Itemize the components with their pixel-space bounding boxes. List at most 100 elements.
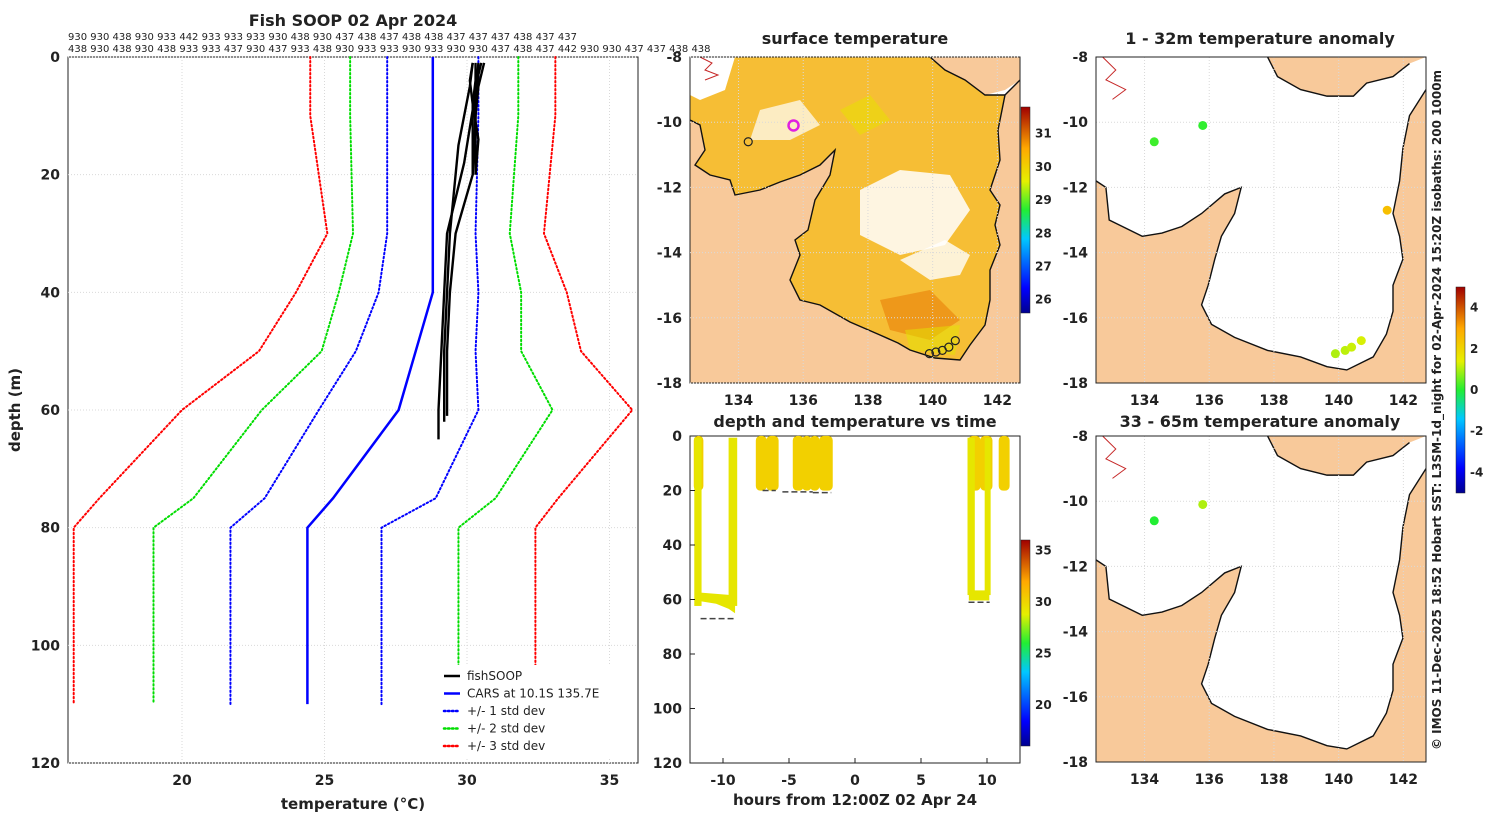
sst-colorbar-tick: 31 [1035, 127, 1052, 141]
profile-series-line [152, 56, 355, 706]
trace-bottom [968, 590, 990, 601]
profile-xtick-label: 35 [600, 773, 619, 789]
profile-ytick-label: 0 [50, 50, 60, 66]
sst-lat-tick: -18 [657, 376, 682, 392]
depth-time-colorbar-tick: 20 [1035, 698, 1052, 712]
anomaly-shallow-coastline-north [1266, 56, 1410, 97]
legend-label: +/- 1 std dev [467, 704, 545, 718]
anomaly-shallow-anomaly-point [1382, 205, 1392, 215]
anomaly-deep-anomaly-point [1198, 499, 1208, 509]
fishsoop-profile-line [474, 62, 483, 175]
profile-series-line [534, 56, 634, 706]
trace-shallow [792, 435, 804, 491]
anomaly-deep-lon-tick: 142 [1389, 772, 1418, 788]
anomaly-deep-land [1096, 468, 1426, 762]
profile-top-labels-row1: 930 930 438 930 933 442 933 933 933 930 … [68, 32, 577, 43]
anomaly-colorbar [1455, 286, 1466, 494]
anomaly-shallow-lat-tick: -10 [1063, 115, 1089, 131]
profile-xlabel: temperature (°C) [281, 795, 425, 813]
anomaly-deep-lat-tick: -8 [1072, 429, 1088, 445]
depth-time-ytick: 120 [653, 756, 682, 772]
cars-location-marker [787, 119, 800, 132]
drop-location-marker [944, 342, 954, 352]
anomaly-shallow-lat-tick: -8 [1072, 50, 1088, 66]
anomaly-shallow-title: 1 - 32m temperature anomaly [1125, 29, 1395, 48]
sst-lat-tick: -14 [657, 246, 683, 262]
anomaly-shallow-lon-tick: 138 [1259, 393, 1288, 409]
anomaly-shallow-lat-tick: -14 [1063, 246, 1089, 262]
drop-location-marker [743, 137, 753, 147]
trace-deep [967, 437, 975, 596]
anomaly-shallow-lat-tick: -16 [1063, 311, 1088, 327]
sst-lon-tick: 140 [918, 393, 947, 409]
anomaly-shallow-lon-tick: 142 [1389, 393, 1418, 409]
profile-series-line [306, 57, 435, 705]
legend-label: +/- 2 std dev [467, 722, 545, 736]
anomaly-colorbar-tick: -2 [1470, 424, 1483, 438]
sst-colorbar-tick: 26 [1035, 293, 1052, 307]
profile-top-labels-row2: 438 930 438 930 438 933 933 437 930 437 … [68, 44, 711, 55]
anomaly-deep-title: 33 - 65m temperature anomaly [1120, 412, 1401, 431]
depth-time-ytick: 0 [672, 429, 682, 445]
drop-location-marker [924, 349, 935, 359]
profile-legend: fishSOOP CARS at 10.1S 135.7E +/- 1 std de… [440, 665, 620, 757]
anomaly-shallow-anomaly-point [1330, 349, 1340, 359]
anomaly-deep-lon-tick: 136 [1195, 772, 1224, 788]
anomaly-shallow-lon-tick: 136 [1195, 393, 1224, 409]
trace-shallow [766, 435, 779, 491]
anomaly-map-deep: 33 - 65m temperature anomaly 134 136 138 14… [1063, 412, 1427, 788]
profile-xtick-label: 30 [457, 773, 477, 789]
depth-time-xtick: -10 [710, 773, 736, 789]
profile-series-line [229, 56, 389, 706]
depth-time-data [693, 435, 1010, 620]
anomaly-shallow-lat-tick: -18 [1063, 376, 1088, 392]
anomaly-map-shallow: 1 - 32m temperature anomaly 134 136 138 140… [1063, 29, 1427, 409]
anomaly-shallow-frame [1095, 56, 1427, 384]
depth-time-ytick: 100 [653, 702, 682, 718]
anomaly-deep-isobath [1102, 435, 1127, 479]
depth-time-colorbar-tick: 25 [1035, 646, 1052, 660]
anomaly-deep-lon-tick: 138 [1259, 772, 1288, 788]
surface-temperature-map: surface temperature 134 136 138 140 142 -8 -10… [657, 29, 1052, 409]
sst-lat-tick: -16 [657, 311, 682, 327]
trace-deep [984, 437, 991, 596]
sst-lon-tick: 136 [789, 393, 818, 409]
depth-time-xtick: 10 [977, 773, 997, 789]
anomaly-deep-lat-tick: -10 [1063, 494, 1089, 510]
profile-ytick-label: 100 [31, 638, 60, 654]
anomaly-colorbar-tick: -4 [1470, 465, 1483, 479]
sst-colorbar [1020, 106, 1031, 314]
sst-lon-tick: 138 [853, 393, 882, 409]
anomaly-deep-coastline [1095, 468, 1427, 750]
anomaly-deep-lon-tick: 140 [1324, 772, 1353, 788]
anomaly-shallow-coastline [1095, 89, 1427, 371]
legend-label: fishSOOP [467, 669, 522, 683]
depth-time-xtick: -5 [781, 773, 797, 789]
profile-chart: 20 25 30 35 0 20 40 60 80 100 120 Fish SOOP 02 Apr… [6, 11, 711, 813]
anomaly-shallow-anomaly-point [1347, 342, 1357, 352]
anomaly-shallow-anomaly-point [1356, 336, 1366, 346]
profile-ytick-label: 80 [41, 521, 61, 537]
anomaly-colorbar-tick: 4 [1470, 301, 1478, 315]
depth-time-ytick: 20 [663, 484, 683, 500]
profile-series-line [72, 56, 329, 706]
depth-time-colorbar [1020, 539, 1031, 747]
anomaly-shallow-land-north [1267, 57, 1426, 97]
anomaly-shallow-lat-tick: -12 [1063, 180, 1088, 196]
anomaly-deep-anomaly-point [1149, 516, 1159, 526]
sst-lat-tick: -8 [666, 50, 682, 66]
profile-ytick-label: 40 [41, 285, 61, 301]
sst-colorbar-tick: 30 [1035, 160, 1052, 174]
anomaly-shallow-lon-tick: 140 [1324, 393, 1353, 409]
profile-ytick-label: 20 [41, 168, 61, 184]
anomaly-deep-lat-tick: -14 [1063, 625, 1089, 641]
fishsoop-profile-line [443, 62, 474, 422]
trace-bottom [697, 592, 736, 614]
depth-time-xtick: 5 [916, 773, 926, 789]
trace-deep [694, 437, 702, 606]
sst-lat-tick: -10 [657, 115, 683, 131]
sst-lat-tick: -12 [657, 180, 682, 196]
fishsoop-profile-line [471, 62, 480, 175]
anomaly-deep-lat-tick: -16 [1063, 690, 1088, 706]
